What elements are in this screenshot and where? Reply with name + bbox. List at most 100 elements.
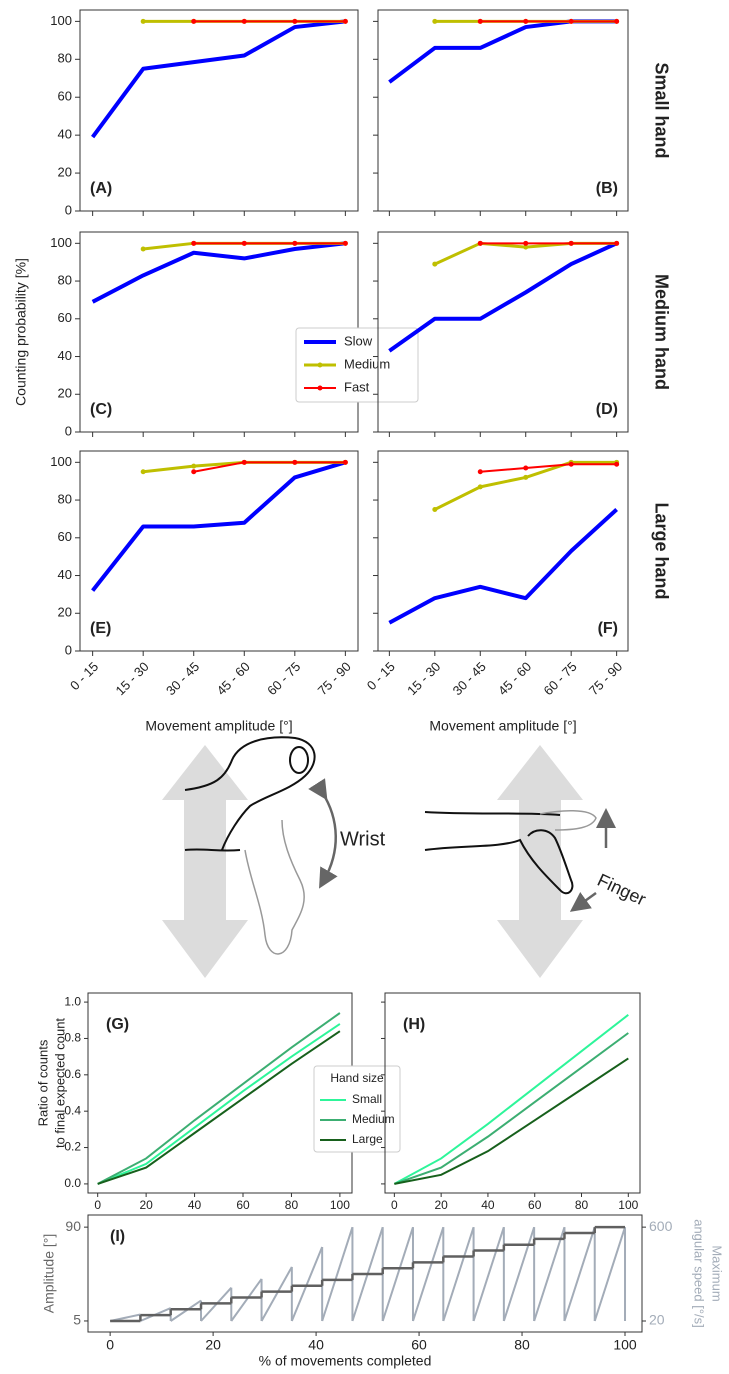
- series-line: [480, 463, 617, 473]
- y-tick-label: 1.0: [64, 994, 81, 1008]
- speed-ramp: [412, 1226, 445, 1322]
- y-tick-label: 5: [73, 1312, 81, 1328]
- x-tick-label: 60: [411, 1337, 427, 1353]
- legend-marker: [317, 362, 323, 368]
- y-tick-label: 60: [58, 310, 72, 325]
- series-line: [388, 241, 618, 353]
- x-tick-label: 60 - 75: [541, 659, 580, 698]
- y-tick-label: 40: [58, 127, 72, 142]
- x-axis-title: Movement amplitude [°]: [429, 718, 576, 734]
- x-tick-label: 80: [575, 1198, 589, 1212]
- hand-ghost: [244, 819, 305, 955]
- point: [191, 469, 197, 475]
- illustration-label: Wrist: [340, 828, 386, 850]
- speed-ramp: [593, 1226, 626, 1322]
- y-tick-label: 0.0: [64, 1176, 81, 1190]
- y-tick-label: 0.6: [64, 1067, 81, 1081]
- panel-label: (I): [110, 1228, 125, 1245]
- y-tick-label: 80: [58, 51, 72, 66]
- series-line: [91, 460, 346, 592]
- point: [568, 461, 574, 467]
- point: [477, 469, 483, 475]
- series-line: [394, 1032, 629, 1185]
- y-axis-title: Ratio of counts: [35, 1039, 50, 1126]
- y-tick-label: 20: [58, 386, 72, 401]
- point: [191, 18, 197, 24]
- point: [191, 240, 197, 246]
- y-axis-title: to final expected count: [52, 1018, 67, 1148]
- point: [614, 18, 620, 24]
- x-tick-label: 100: [613, 1337, 637, 1353]
- series-line: [97, 1012, 341, 1185]
- point: [523, 240, 529, 246]
- x-tick-label: 60: [236, 1198, 250, 1212]
- x-tick-label: 40: [308, 1337, 324, 1353]
- point: [241, 18, 247, 24]
- plot-frame: [384, 992, 641, 1194]
- legend-label: Medium: [344, 356, 390, 371]
- hand: [424, 811, 574, 895]
- legend-marker: [317, 385, 323, 391]
- panel-label: (D): [596, 401, 618, 418]
- x-tick-label: 45 - 60: [214, 659, 253, 698]
- x-tick-label: 20: [139, 1198, 153, 1212]
- y-tick-label: 80: [58, 272, 72, 287]
- point: [140, 18, 146, 24]
- x-tick-label: 60 - 75: [264, 659, 303, 698]
- series-line: [97, 1023, 341, 1185]
- point: [568, 240, 574, 246]
- y-tick-label: 80: [58, 491, 72, 506]
- y-tick-label: 0.8: [64, 1031, 81, 1045]
- point: [241, 240, 247, 246]
- point: [241, 459, 247, 465]
- legend-label: Slow: [344, 333, 373, 348]
- speed-ramp: [260, 1266, 293, 1322]
- legend-title: Hand size: [330, 1071, 384, 1085]
- x-tick-label: 0 - 15: [67, 659, 101, 693]
- x-tick-label: 30 - 45: [450, 659, 489, 698]
- panel-label: (G): [106, 1016, 129, 1033]
- x-axis-title: % of movements completed: [259, 1353, 432, 1369]
- x-tick-label: 80: [514, 1337, 530, 1353]
- y-tick-label: 0: [65, 642, 72, 657]
- legend-box: [295, 327, 419, 403]
- x-tick-label: 100: [618, 1198, 638, 1212]
- panel-label: (C): [90, 401, 112, 418]
- legend-label: Medium: [352, 1112, 395, 1126]
- y-tick-label: 40: [58, 348, 72, 363]
- speed-ramp: [290, 1246, 324, 1322]
- point: [614, 240, 620, 246]
- point: [477, 484, 483, 490]
- x-tick-label: 40: [481, 1198, 495, 1212]
- speed-ramp: [442, 1226, 475, 1322]
- motion-arrow: [308, 778, 338, 889]
- plot-frame: [377, 231, 629, 433]
- y2-axis-title: angular speed [°/s]: [692, 1219, 707, 1328]
- legend-box: [313, 1065, 401, 1153]
- point: [523, 474, 529, 480]
- row-label: Medium hand: [651, 274, 671, 390]
- speed-ramp: [381, 1226, 414, 1322]
- speed-ramp: [502, 1226, 536, 1322]
- y-tick-label: 100: [50, 13, 72, 28]
- y-tick-label: 90: [65, 1218, 81, 1234]
- illustration: Wrist Finger: [162, 736, 649, 978]
- speed-ramp: [170, 1299, 202, 1322]
- series-line: [91, 19, 346, 139]
- point: [292, 240, 298, 246]
- x-tick-label: 75 - 90: [586, 659, 625, 698]
- point: [292, 459, 298, 465]
- x-tick-label: 0: [106, 1337, 114, 1353]
- panel-label: (A): [90, 180, 112, 197]
- point: [432, 261, 438, 267]
- point: [292, 18, 298, 24]
- speed-ramp: [321, 1226, 354, 1322]
- point: [342, 18, 348, 24]
- x-tick-label: 60: [528, 1198, 542, 1212]
- x-tick-label: 45 - 60: [495, 659, 534, 698]
- point: [614, 461, 620, 467]
- x-tick-label: 40: [188, 1198, 202, 1212]
- plot-frame: [79, 450, 359, 652]
- y-tick-label: 0: [65, 423, 72, 438]
